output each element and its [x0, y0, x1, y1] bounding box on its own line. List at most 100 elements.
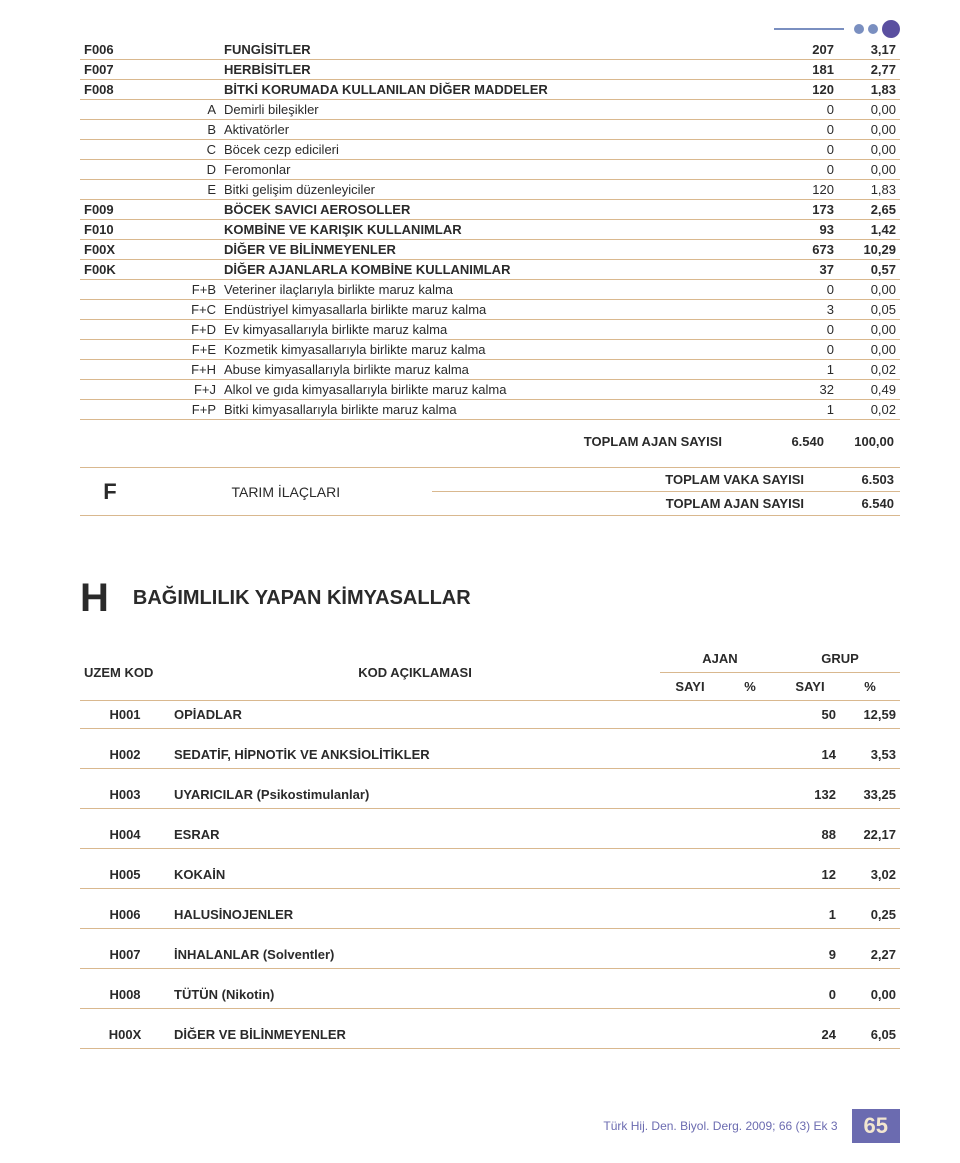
row-desc: OPİADLAR — [170, 701, 660, 729]
table-row: H004ESRAR8822,17 — [80, 821, 900, 849]
row-val2: 0,00 — [838, 320, 900, 340]
row-code — [80, 160, 150, 180]
row-subcode — [150, 40, 220, 60]
row-code: H003 — [80, 781, 170, 809]
row-ajan-pct — [720, 941, 780, 969]
table-row: H002SEDATİF, HİPNOTİK VE ANKSİOLİTİKLER1… — [80, 741, 900, 769]
row-val2: 0,49 — [838, 380, 900, 400]
row-desc: ESRAR — [170, 821, 660, 849]
row-code — [80, 120, 150, 140]
row-val1: 1 — [766, 400, 838, 420]
row-val2: 0,00 — [838, 140, 900, 160]
row-desc: BÖCEK SAVICI AEROSOLLER — [220, 200, 766, 220]
row-val1: 0 — [766, 280, 838, 300]
th-ajan-pct: % — [720, 673, 780, 701]
row-grup-sayi: 24 — [780, 1021, 840, 1049]
row-grup-pct: 0,00 — [840, 981, 900, 1009]
row-val1: 32 — [766, 380, 838, 400]
row-val2: 0,00 — [838, 160, 900, 180]
row-subcode: F+J — [150, 380, 220, 400]
row-val1: 673 — [766, 240, 838, 260]
row-desc: Alkol ve gıda kimyasallarıyla birlikte m… — [220, 380, 766, 400]
row-code — [80, 340, 150, 360]
row-code — [80, 400, 150, 420]
table-row: F008BİTKİ KORUMADA KULLANILAN DİĞER MADD… — [80, 80, 900, 100]
table-row: EBitki gelişim düzenleyiciler1201,83 — [80, 180, 900, 200]
summary-row1-val: 6.503 — [820, 468, 900, 492]
row-val1: 181 — [766, 60, 838, 80]
table-row: F+HAbuse kimyasallarıyla birlikte maruz … — [80, 360, 900, 380]
row-val1: 37 — [766, 260, 838, 280]
row-subcode: C — [150, 140, 220, 160]
row-code: F00K — [80, 260, 150, 280]
row-subcode: F+C — [150, 300, 220, 320]
row-grup-sayi: 0 — [780, 981, 840, 1009]
row-desc: HALUSİNOJENLER — [170, 901, 660, 929]
row-code — [80, 360, 150, 380]
th-ajan-sayi: SAYI — [660, 673, 720, 701]
row-code — [80, 280, 150, 300]
row-desc: Kozmetik kimyasallarıyla birlikte maruz … — [220, 340, 766, 360]
row-ajan-pct — [720, 901, 780, 929]
table-f-total-row: TOPLAM AJAN SAYISI 6.540 100,00 — [80, 430, 900, 453]
row-code: F007 — [80, 60, 150, 80]
row-grup-pct: 6,05 — [840, 1021, 900, 1049]
row-code — [80, 300, 150, 320]
row-val2: 1,83 — [838, 80, 900, 100]
row-grup-pct: 2,27 — [840, 941, 900, 969]
table-row: F010KOMBİNE VE KARIŞIK KULLANIMLAR931,42 — [80, 220, 900, 240]
row-val2: 1,83 — [838, 180, 900, 200]
page-ornament-dots — [774, 20, 900, 38]
table-row: F00XDİĞER VE BİLİNMEYENLER67310,29 — [80, 240, 900, 260]
row-desc: KOMBİNE VE KARIŞIK KULLANIMLAR — [220, 220, 766, 240]
row-val1: 120 — [766, 180, 838, 200]
row-val1: 0 — [766, 320, 838, 340]
row-ajan-sayi — [660, 701, 720, 729]
page-number: 65 — [852, 1109, 900, 1143]
row-grup-sayi: 132 — [780, 781, 840, 809]
row-desc: Böcek cezp edicileri — [220, 140, 766, 160]
table-row: H001OPİADLAR5012,59 — [80, 701, 900, 729]
row-subcode: A — [150, 100, 220, 120]
row-desc: KOKAİN — [170, 861, 660, 889]
table-row: H00XDİĞER VE BİLİNMEYENLER246,05 — [80, 1021, 900, 1049]
row-val1: 0 — [766, 100, 838, 120]
row-val1: 0 — [766, 340, 838, 360]
row-ajan-pct — [720, 821, 780, 849]
row-grup-sayi: 9 — [780, 941, 840, 969]
table-f: F006FUNGİSİTLER2073,17F007HERBİSİTLER181… — [80, 40, 900, 420]
table-row: CBöcek cezp edicileri00,00 — [80, 140, 900, 160]
total-value: 6.540 — [750, 430, 830, 453]
row-val1: 1 — [766, 360, 838, 380]
row-subcode — [150, 240, 220, 260]
row-desc: DİĞER VE BİLİNMEYENLER — [220, 240, 766, 260]
row-ajan-sayi — [660, 981, 720, 1009]
row-val2: 10,29 — [838, 240, 900, 260]
summary-letter: F — [80, 468, 140, 516]
th-uzem: UZEM KOD — [80, 645, 170, 701]
row-val2: 0,02 — [838, 360, 900, 380]
row-code: F008 — [80, 80, 150, 100]
row-code — [80, 320, 150, 340]
row-val2: 0,05 — [838, 300, 900, 320]
row-subcode: D — [150, 160, 220, 180]
row-ajan-sayi — [660, 901, 720, 929]
row-code: H004 — [80, 821, 170, 849]
section-h-letter: H — [80, 576, 109, 621]
row-code — [80, 380, 150, 400]
row-subcode: F+B — [150, 280, 220, 300]
row-desc: UYARICILAR (Psikostimulanlar) — [170, 781, 660, 809]
row-ajan-sayi — [660, 941, 720, 969]
summary-title: TARIM İLAÇLARI — [140, 468, 432, 516]
row-subcode — [150, 260, 220, 280]
row-ajan-pct — [720, 781, 780, 809]
th-grup-sayi: SAYI — [780, 673, 840, 701]
row-subcode: F+P — [150, 400, 220, 420]
row-grup-sayi: 1 — [780, 901, 840, 929]
footer-citation: Türk Hij. Den. Biyol. Derg. 2009; 66 (3)… — [603, 1119, 837, 1133]
table-row: DFeromonlar00,00 — [80, 160, 900, 180]
table-row: BAktivatörler00,00 — [80, 120, 900, 140]
row-grup-sayi: 14 — [780, 741, 840, 769]
row-desc: Endüstriyel kimyasallarla birlikte maruz… — [220, 300, 766, 320]
summary-row1-label: TOPLAM VAKA SAYISI — [432, 468, 820, 492]
